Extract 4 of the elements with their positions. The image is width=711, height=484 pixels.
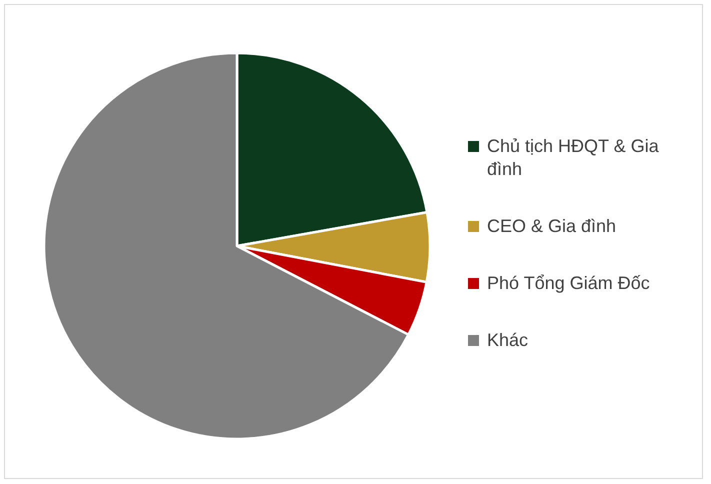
legend-label: Phó Tổng Giám Đốc (487, 272, 650, 293)
legend-label: Chủ tịch HĐQT & Gia đình (487, 136, 660, 179)
legend-label: Khác (487, 330, 528, 350)
legend-label: CEO & Gia đình (487, 216, 616, 236)
